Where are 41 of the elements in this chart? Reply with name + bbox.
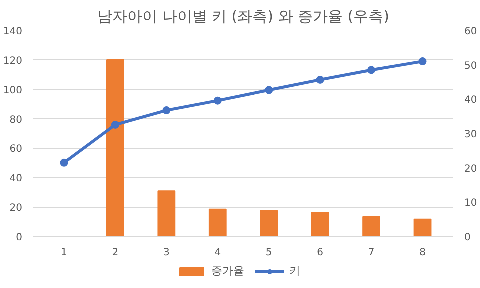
bar — [260, 210, 278, 236]
y2-tick-label: 0 — [464, 232, 471, 244]
chart-title: 남자아이 나이별 키 (좌측) 와 증가율 (우측) — [97, 8, 390, 26]
y2-tick-label: 50 — [464, 60, 478, 72]
y2-tick-label: 10 — [464, 198, 478, 210]
x-tick-label: 3 — [163, 248, 170, 258]
bar — [208, 208, 227, 236]
y-tick-label: 40 — [10, 174, 23, 185]
point — [265, 86, 274, 94]
y2-tick-label: 20 — [464, 164, 478, 175]
point — [316, 76, 324, 84]
y-tick-label: 100 — [3, 85, 23, 96]
y-tick-label: 140 — [3, 26, 23, 38]
bar — [414, 218, 432, 236]
legend-label: 키 — [290, 264, 302, 278]
x-tick-label: 5 — [266, 248, 272, 258]
point — [214, 96, 222, 105]
y-tick-label: 0 — [16, 232, 23, 244]
point — [111, 120, 120, 129]
point — [418, 58, 427, 66]
bar — [158, 190, 176, 236]
x-tick-label: 4 — [214, 248, 222, 258]
point — [60, 158, 68, 167]
x-tick-label: 2 — [112, 248, 119, 258]
y2-tick-label: 60 — [464, 26, 478, 38]
x-tick-label: 8 — [420, 248, 426, 258]
legend-label: 증가율 — [212, 264, 244, 278]
y-tick-label: 80 — [10, 114, 23, 126]
point — [368, 66, 376, 74]
bar — [362, 216, 380, 236]
y-tick-label: 20 — [10, 203, 23, 214]
y2-tick-label: 30 — [464, 130, 478, 140]
bar — [311, 212, 330, 236]
x-tick-label: 6 — [317, 248, 324, 258]
x-tick-label: 1 — [61, 248, 68, 258]
y2-tick-label: 40 — [464, 95, 478, 106]
point — [162, 106, 171, 115]
y-tick-label: 120 — [3, 56, 23, 67]
bar — [106, 60, 124, 236]
x-tick-label: 7 — [368, 248, 375, 258]
y-tick-label: 60 — [10, 144, 23, 156]
